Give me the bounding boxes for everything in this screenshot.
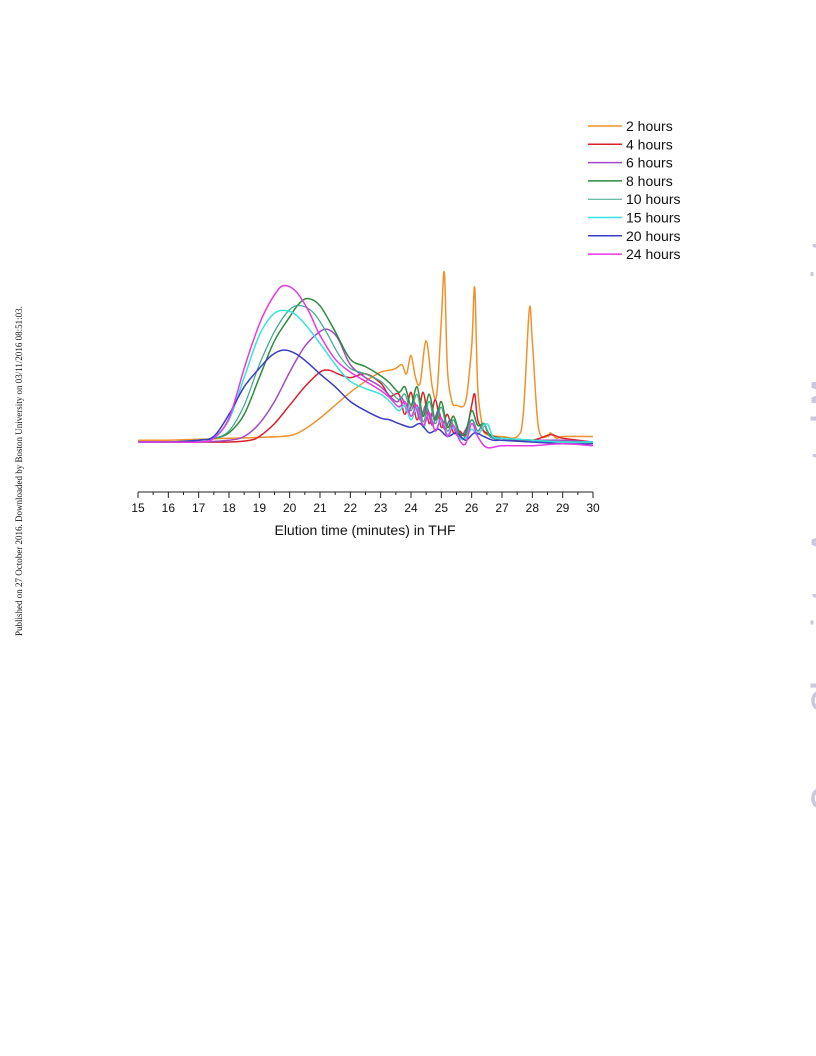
legend: 2 hours 4 hours 6 hours 8 hours 10 hours 15 h… — [588, 118, 680, 262]
x-tick-label-23: 23 — [374, 501, 388, 515]
x-tick-label-20: 20 — [283, 501, 297, 515]
x-tick-label-21: 21 — [313, 501, 327, 515]
series-line-24-hours — [138, 284, 594, 449]
legend-label-15-hours: 15 hours — [626, 210, 680, 226]
x-tick-label-17: 17 — [192, 501, 206, 515]
x-tick-label-28: 28 — [526, 501, 540, 515]
series-line-15-hours — [137, 309, 594, 443]
x-tick-label-15: 15 — [131, 501, 145, 515]
x-tick-label-18: 18 — [222, 501, 236, 515]
legend-label-10-hours: 10 hours — [626, 191, 680, 207]
x-tick-label-25: 25 — [435, 501, 449, 515]
legend-label-24-hours: 24 hours — [626, 246, 680, 262]
legend-label-8-hours: 8 hours — [626, 173, 673, 189]
series-line-20-hours — [137, 349, 594, 445]
series-line-8-hours — [137, 297, 594, 443]
legend-label-4-hours: 4 hours — [626, 136, 673, 152]
legend-label-20-hours: 20 hours — [626, 228, 680, 244]
series-line-10-hours — [137, 304, 593, 443]
series-line-4-hours — [138, 369, 594, 443]
x-ticks: 15 16 17 18 19 20 21 22 23 24 25 26 27 28 29 30 — [131, 492, 600, 515]
x-tick-label-16: 16 — [162, 501, 176, 515]
series-layer — [137, 270, 594, 449]
x-tick-label-19: 19 — [253, 501, 267, 515]
x-tick-label-24: 24 — [404, 501, 418, 515]
series-line-2-hours — [137, 270, 594, 441]
x-axis-title: Elution time (minutes) in THF — [274, 522, 455, 538]
legend-label-6-hours: 6 hours — [626, 155, 673, 171]
legend-label-2-hours: 2 hours — [626, 118, 673, 134]
x-tick-label-26: 26 — [465, 501, 479, 515]
x-tick-label-29: 29 — [556, 501, 570, 515]
x-tick-label-30: 30 — [586, 501, 600, 515]
x-tick-label-22: 22 — [344, 501, 358, 515]
x-tick-label-27: 27 — [495, 501, 509, 515]
